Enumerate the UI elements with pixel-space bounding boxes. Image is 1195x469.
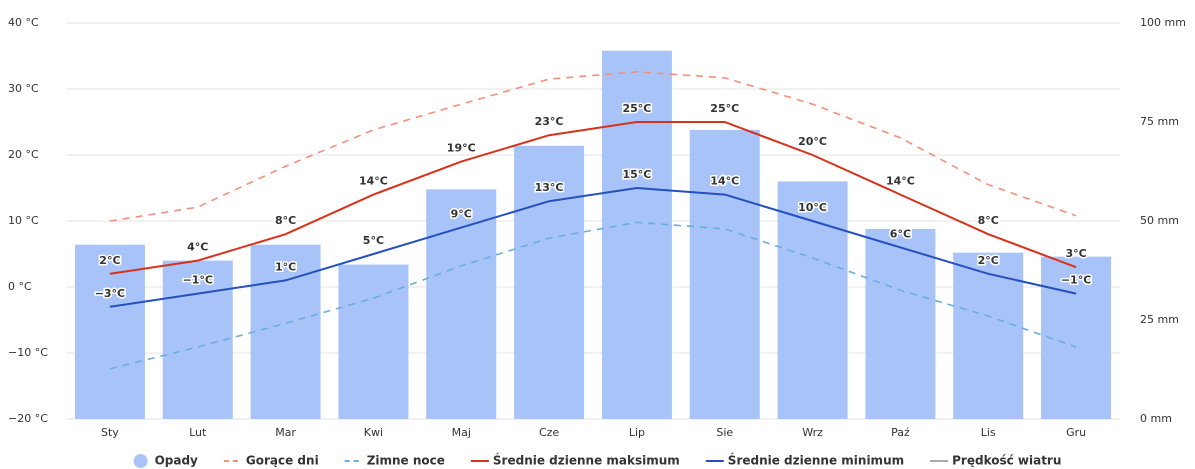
x-tick-label: Lis (981, 426, 996, 439)
data-label: 14°C (359, 175, 388, 188)
data-label: 14°C (710, 175, 739, 188)
data-label: 25°C (710, 102, 739, 115)
data-label: 23°C (535, 115, 564, 128)
series-line (109, 186, 1077, 308)
precipitation-bar (689, 129, 760, 420)
legend-label: Średnie dzienne maksimum (493, 453, 680, 468)
series-line (109, 71, 1077, 222)
precipitation-bar (601, 50, 672, 419)
data-label: 25°C (622, 102, 651, 115)
y-tick-label: 10 °C (8, 214, 39, 227)
x-tick-label: Maj (452, 426, 471, 439)
y2-tick-label: 75 mm (1140, 115, 1179, 128)
data-label: −1°C (1061, 274, 1091, 287)
data-label: 13°C (535, 181, 564, 194)
data-label: 1°C (275, 260, 296, 273)
data-label: −1°C (183, 274, 213, 287)
y-tick-label: 30 °C (8, 82, 39, 95)
y2-tick-label: 100 mm (1140, 16, 1186, 29)
legend-label: Zimne noce (367, 454, 445, 468)
data-label: 14°C (886, 175, 915, 188)
legend-marker (133, 454, 148, 468)
data-label: 6°C (890, 227, 911, 240)
data-label: 8°C (978, 214, 999, 227)
y-tick-label: 0 °C (8, 280, 32, 293)
x-tick-label: Lut (189, 426, 207, 439)
y-tick-label: −10 °C (8, 346, 48, 359)
y-tick-label: −20 °C (8, 412, 48, 425)
x-tick-label: Sie (716, 426, 733, 439)
x-tick-label: Lip (629, 426, 645, 439)
x-tick-label: Cze (539, 426, 559, 439)
data-label: 3°C (1065, 247, 1086, 260)
x-tick-label: Wrz (802, 426, 823, 439)
precipitation-bar (1041, 256, 1112, 419)
precipitation-bar (74, 244, 145, 419)
series-line (109, 221, 1077, 370)
x-tick-label: Paź (891, 426, 910, 439)
x-tick-label: Mar (275, 426, 296, 439)
legend-label: Opady (155, 454, 198, 468)
y2-tick-label: 25 mm (1140, 313, 1179, 326)
data-label: 19°C (447, 142, 476, 155)
x-tick-label: Sty (101, 426, 119, 439)
data-label: 20°C (798, 135, 827, 148)
precipitation-bar (162, 260, 233, 419)
x-tick-label: Gru (1066, 426, 1086, 439)
y2-tick-label: 0 mm (1140, 412, 1172, 425)
data-label: 15°C (622, 168, 651, 181)
precipitation-bar (338, 264, 409, 419)
precipitation-bar (865, 228, 936, 419)
data-label: −3°C (95, 287, 125, 300)
data-label: 2°C (978, 254, 999, 267)
data-label: 5°C (363, 234, 384, 247)
data-label: 8°C (275, 214, 296, 227)
precipitation-bar (426, 189, 497, 419)
legend-label: Prędkość wiatru (952, 454, 1061, 468)
data-label: 9°C (451, 208, 472, 221)
y-tick-label: 40 °C (8, 16, 39, 29)
series-line (109, 121, 1077, 275)
legend-label: Gorące dni (246, 454, 319, 468)
data-label: 4°C (187, 241, 208, 254)
legend-label: Średnie dzienne minimum (728, 453, 904, 468)
data-label: 2°C (99, 254, 120, 267)
data-label: 10°C (798, 201, 827, 214)
x-tick-label: Kwi (364, 426, 383, 439)
y2-tick-label: 50 mm (1140, 214, 1179, 227)
precipitation-bar (777, 181, 848, 419)
precipitation-bar (953, 252, 1024, 419)
y-tick-label: 20 °C (8, 148, 39, 161)
precipitation-bar (514, 145, 585, 419)
